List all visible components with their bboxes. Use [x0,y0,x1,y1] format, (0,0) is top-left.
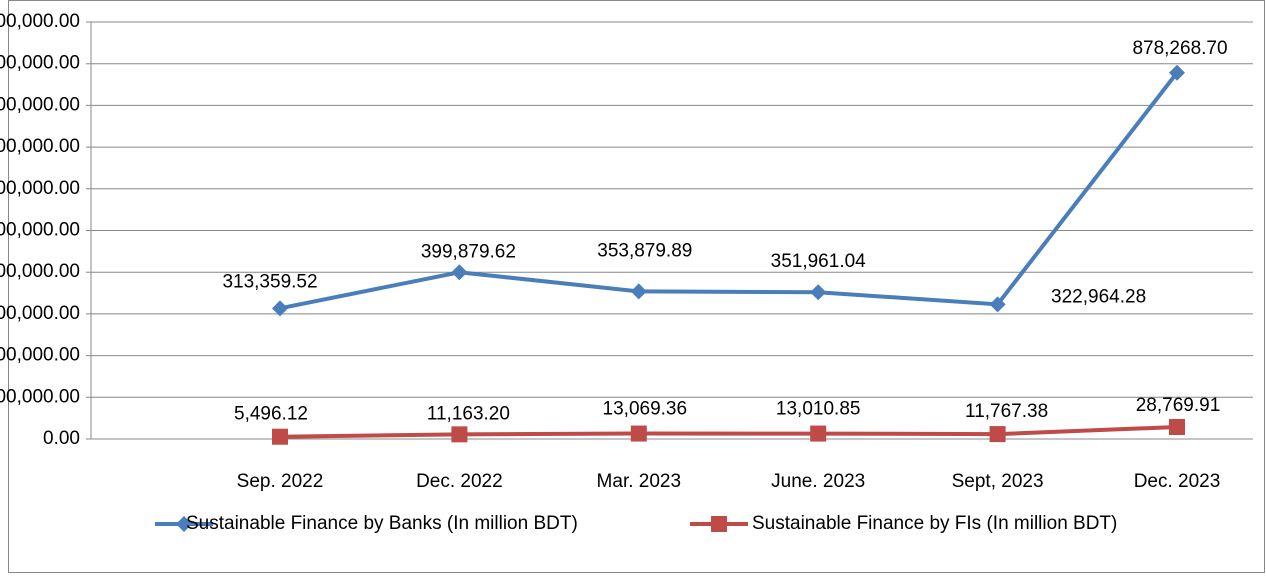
x-tick-label: Sept, 2023 [952,471,1044,492]
y-tick-label: 500,000.00 [0,220,80,241]
data-label: 11,163.20 [427,403,510,424]
x-tick-label: June. 2023 [771,471,865,492]
x-tick-label: Dec. 2022 [416,471,503,492]
marker [810,284,827,301]
y-tick-label: 400,000.00 [0,261,80,282]
data-label: 353,879.89 [597,240,692,261]
series-line [279,71,1179,311]
marker [451,264,468,281]
x-tick-label: Mar. 2023 [597,471,682,492]
data-label: 313,359.52 [222,271,317,292]
x-tick-label: Dec. 2023 [1134,471,1221,492]
legend-label: Sustainable Finance by Banks (In million… [186,513,578,534]
data-label: 11,767.38 [965,401,1048,422]
y-tick-label: 700,000.00 [0,136,80,157]
data-label: 399,879.62 [421,241,516,262]
y-tick-label: 600,000.00 [0,178,80,199]
data-label: 322,964.28 [1051,286,1146,307]
marker [989,296,1006,313]
marker [1169,64,1185,81]
data-label: 351,961.04 [771,251,867,272]
data-label: 13,069.36 [603,399,688,420]
marker [989,426,1006,443]
y-tick-label: 900,000.00 [0,53,80,74]
y-tick-label: 800,000.00 [0,94,80,115]
y-tick-label: 200,000.00 [0,345,80,366]
y-tick-label: 300,000.00 [0,303,80,324]
marker [451,426,468,443]
marker [711,516,727,532]
data-label: 878,268.70 [1132,38,1227,59]
data-label: 13,010.85 [776,399,861,420]
marker [630,283,647,300]
marker [810,425,827,442]
chart-frame [8,0,1265,573]
y-tick-label: 1,000,000.00 [0,11,80,32]
marker [1169,419,1185,436]
data-label: 5,496.12 [234,404,308,425]
series-line [279,425,1178,439]
data-label: 28,769.91 [1136,395,1221,416]
legend-label: Sustainable Finance by FIs (In million B… [752,513,1117,534]
marker [176,516,192,532]
y-tick-label: 100,000.00 [0,386,80,407]
x-tick-label: Sep. 2022 [237,471,324,492]
marker [272,428,288,445]
marker [630,425,647,442]
y-tick-label: 0.00 [43,428,80,449]
marker [272,300,288,317]
